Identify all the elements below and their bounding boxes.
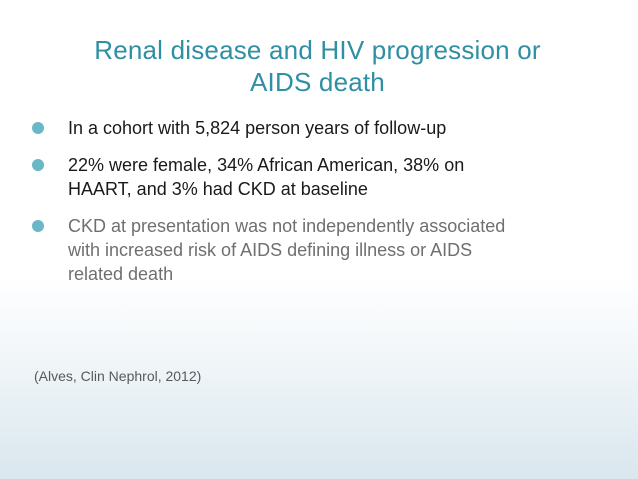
bullet-circle-icon bbox=[32, 159, 44, 171]
bullet-circle-icon bbox=[32, 220, 44, 232]
slide-title-line: AIDS death bbox=[250, 67, 385, 97]
bullet-text-line: with increased risk of AIDS defining ill… bbox=[68, 240, 473, 260]
citation: (Alves, Clin Nephrol, 2012) bbox=[34, 368, 202, 384]
bullet-text: CKD at presentation was not independentl… bbox=[68, 214, 612, 286]
bullet-text-line: 22% were female, 34% African American, 3… bbox=[68, 155, 465, 175]
bullet-text-line: In a cohort with 5,824 person years of f… bbox=[68, 118, 447, 138]
slide-title: Renal disease and HIV progression or AID… bbox=[40, 34, 595, 98]
bullet-text: In a cohort with 5,824 person years of f… bbox=[68, 116, 612, 140]
bullet-item: 22% were female, 34% African American, 3… bbox=[32, 153, 612, 201]
slide-title-line: Renal disease and HIV progression or bbox=[94, 35, 541, 65]
bullet-text-line: CKD at presentation was not independentl… bbox=[68, 216, 506, 236]
bullet-item: In a cohort with 5,824 person years of f… bbox=[32, 116, 612, 140]
bullet-list: In a cohort with 5,824 person years of f… bbox=[32, 116, 612, 299]
bullet-text: 22% were female, 34% African American, 3… bbox=[68, 153, 612, 201]
bullet-circle-icon bbox=[32, 122, 44, 134]
bullet-text-line: related death bbox=[68, 264, 174, 284]
bullet-text-line: HAART, and 3% had CKD at baseline bbox=[68, 179, 368, 199]
bullet-item: CKD at presentation was not independentl… bbox=[32, 214, 612, 286]
